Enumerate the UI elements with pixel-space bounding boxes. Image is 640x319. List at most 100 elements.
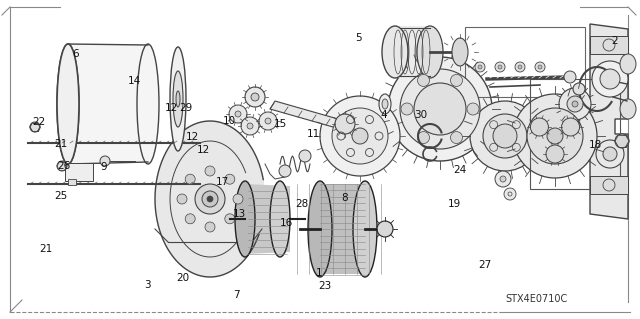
Circle shape	[493, 124, 517, 148]
Circle shape	[299, 150, 311, 162]
Circle shape	[451, 131, 463, 144]
Circle shape	[251, 93, 259, 101]
Circle shape	[535, 62, 545, 72]
Ellipse shape	[382, 26, 408, 78]
Circle shape	[495, 171, 511, 187]
Circle shape	[561, 118, 580, 136]
Text: STX4E0710C: STX4E0710C	[505, 294, 568, 304]
Text: 16: 16	[280, 218, 293, 228]
Circle shape	[547, 128, 563, 144]
Circle shape	[572, 101, 578, 107]
Polygon shape	[245, 184, 290, 254]
Circle shape	[600, 69, 620, 89]
Circle shape	[515, 62, 525, 72]
Circle shape	[518, 65, 522, 69]
Bar	[530, 79, 620, 189]
Ellipse shape	[308, 181, 332, 277]
Circle shape	[352, 128, 368, 144]
Circle shape	[202, 191, 218, 207]
Circle shape	[185, 174, 195, 184]
Text: 9: 9	[100, 162, 107, 173]
Text: 21: 21	[54, 138, 67, 149]
Text: 21: 21	[40, 244, 52, 255]
Circle shape	[205, 166, 215, 176]
Circle shape	[225, 214, 235, 224]
Ellipse shape	[353, 181, 377, 277]
Circle shape	[573, 83, 585, 95]
Text: 28: 28	[296, 199, 308, 209]
Text: 26: 26	[58, 161, 70, 171]
Circle shape	[235, 111, 241, 117]
Circle shape	[259, 112, 277, 130]
Polygon shape	[320, 184, 365, 274]
Circle shape	[241, 117, 259, 135]
Circle shape	[470, 101, 540, 171]
Ellipse shape	[235, 181, 255, 257]
Circle shape	[335, 114, 355, 134]
Text: 10: 10	[223, 116, 236, 126]
Circle shape	[498, 65, 502, 69]
Circle shape	[417, 74, 429, 86]
Text: 1: 1	[316, 268, 322, 278]
Polygon shape	[68, 44, 148, 164]
Circle shape	[195, 184, 225, 214]
Circle shape	[417, 131, 429, 144]
Polygon shape	[395, 26, 430, 78]
Text: 19: 19	[448, 199, 461, 209]
Ellipse shape	[173, 71, 183, 127]
Bar	[68, 179, 76, 185]
Circle shape	[177, 194, 187, 204]
Text: 5: 5	[355, 33, 362, 43]
Bar	[590, 176, 628, 194]
Circle shape	[233, 194, 243, 204]
Text: 17: 17	[216, 177, 229, 187]
Circle shape	[504, 188, 516, 200]
Text: 15: 15	[274, 119, 287, 130]
Text: 13: 13	[233, 209, 246, 219]
Ellipse shape	[137, 44, 159, 164]
Ellipse shape	[57, 44, 79, 164]
Circle shape	[596, 140, 624, 168]
Circle shape	[401, 103, 413, 115]
Circle shape	[377, 221, 393, 237]
Circle shape	[332, 108, 388, 164]
Ellipse shape	[620, 54, 636, 74]
Polygon shape	[155, 121, 263, 277]
Text: 24: 24	[453, 165, 466, 175]
Circle shape	[538, 65, 542, 69]
Circle shape	[615, 134, 629, 148]
Circle shape	[245, 87, 265, 107]
Text: 3: 3	[144, 279, 150, 290]
Circle shape	[265, 118, 271, 124]
Ellipse shape	[30, 122, 40, 132]
Text: 29: 29	[179, 103, 192, 114]
Circle shape	[207, 196, 213, 202]
Circle shape	[531, 118, 548, 136]
Text: 14: 14	[128, 76, 141, 86]
Circle shape	[603, 147, 617, 161]
Text: 6: 6	[72, 49, 79, 59]
Text: 30: 30	[415, 110, 428, 121]
Text: 8: 8	[341, 193, 348, 203]
Circle shape	[592, 61, 628, 97]
Circle shape	[527, 108, 583, 164]
Polygon shape	[590, 24, 628, 219]
Circle shape	[495, 62, 505, 72]
Circle shape	[400, 69, 480, 149]
Text: 11: 11	[307, 129, 320, 139]
Text: 2: 2	[611, 36, 618, 47]
Circle shape	[475, 62, 485, 72]
Circle shape	[483, 114, 527, 158]
Circle shape	[225, 174, 235, 184]
Circle shape	[451, 74, 463, 86]
Circle shape	[279, 165, 291, 177]
Text: 4: 4	[381, 110, 387, 120]
Circle shape	[559, 88, 591, 120]
Bar	[65, 163, 93, 181]
Text: 12: 12	[186, 132, 198, 142]
Circle shape	[247, 123, 253, 129]
Text: 12: 12	[165, 103, 178, 114]
Ellipse shape	[379, 94, 391, 114]
Ellipse shape	[57, 44, 79, 164]
Circle shape	[414, 83, 466, 135]
